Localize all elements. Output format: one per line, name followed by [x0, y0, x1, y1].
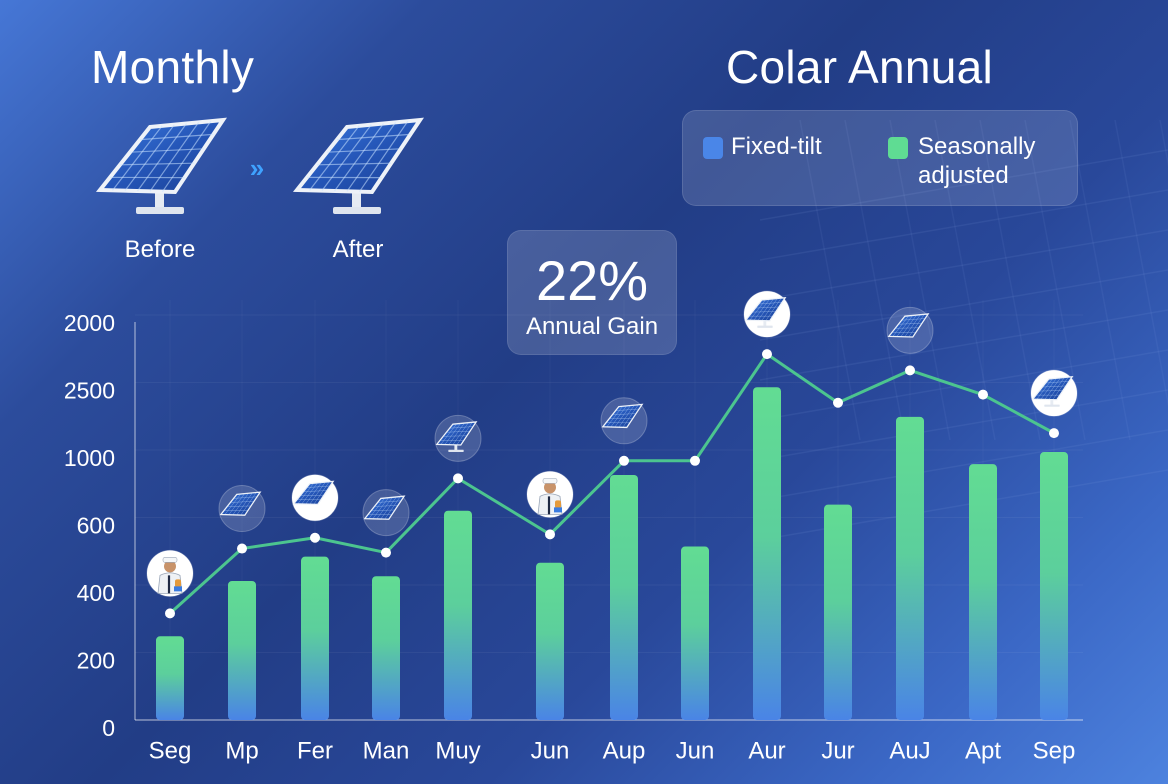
bar [301, 556, 329, 720]
data-point [165, 608, 175, 619]
annual-gain-card: 22% Annual Gain [507, 230, 677, 355]
annual-gain-value: 22% [535, 249, 649, 312]
data-point [310, 532, 320, 543]
chart-legend: Fixed-tilt Seasonally adjusted [682, 110, 1078, 206]
solar-panel-icon [886, 306, 934, 354]
solar-panel-stand-icon [434, 414, 482, 462]
x-tick-label: Fer [297, 738, 333, 765]
bar [969, 464, 997, 720]
bar [372, 576, 400, 720]
marker-panel-graphic [1031, 375, 1074, 407]
x-tick-label: AuJ [889, 738, 930, 765]
data-point [762, 349, 772, 360]
chart-gridlines [135, 314, 1083, 653]
bar [896, 416, 924, 720]
data-point [905, 365, 915, 376]
x-tick-label: Man [363, 738, 410, 765]
bar [681, 546, 709, 720]
bar-series-fixed-tilt [156, 387, 1068, 720]
marker-panel-graphic [292, 480, 335, 506]
data-point [545, 529, 555, 540]
legend-label-fixed-tilt: Fixed-tilt [731, 133, 822, 160]
marker-panel-graphic [219, 491, 262, 516]
y-tick-label: 600 [77, 513, 115, 539]
data-point [833, 397, 843, 408]
marker-panel-graphic [887, 313, 930, 338]
y-tick-label: 2500 [64, 378, 115, 404]
annual-gain-label: Annual Gain [525, 313, 659, 340]
bar [536, 562, 564, 720]
x-tick-label: Mp [225, 738, 258, 765]
bar [753, 387, 781, 720]
chart-title: Colar Annual [726, 41, 993, 93]
bar [824, 504, 852, 720]
x-tick-label: Seg [149, 738, 192, 765]
x-tick-label: Aup [603, 738, 646, 765]
before-solar-panel-icon [95, 117, 227, 214]
bar [156, 636, 184, 720]
marker-panel-graphic [435, 421, 478, 453]
x-tick-label: Muy [435, 738, 480, 765]
double-chevron-right-icon: » [249, 153, 265, 183]
chart-axes: 0 200 400 600 1000 2500 2000 Seg Mp Fer Man Muy Jun A… [64, 310, 1083, 765]
left-title: Monthly [91, 41, 255, 93]
after-label: After [332, 236, 384, 263]
marker-panel-graphic [744, 296, 787, 328]
legend-label-seasonally-adjusted: Seasonally [918, 133, 1036, 160]
solar-panel-stand-icon [1030, 369, 1078, 417]
x-tick-label: Sep [1033, 738, 1076, 765]
y-tick-label: 0 [102, 715, 115, 741]
legend-swatch-seasonally-adjusted [888, 137, 908, 159]
x-tick-label: Jun [676, 738, 715, 765]
technician-icon [526, 470, 574, 518]
background-panel-texture [759, 119, 1168, 541]
x-tick-label: Apt [965, 738, 1001, 765]
y-tick-label: 400 [77, 580, 115, 606]
marker-panel-graphic [363, 495, 406, 520]
solar-panel-icon [362, 489, 410, 537]
marker-panel-graphic [601, 403, 644, 429]
technician-icon [146, 549, 194, 597]
bar [228, 580, 256, 720]
y-tick-label: 1000 [64, 445, 115, 471]
before-after-panels [95, 117, 424, 214]
y-tick-label: 200 [77, 648, 115, 674]
x-tick-label: Jun [531, 738, 570, 765]
data-point [690, 455, 700, 466]
data-point [453, 473, 463, 484]
line-series-seasonally-adjusted [165, 349, 1059, 619]
bar [444, 510, 472, 720]
x-tick-label: Aur [748, 738, 785, 765]
data-point [619, 455, 629, 466]
x-tick-label: Jur [821, 738, 854, 765]
after-solar-panel-icon [292, 117, 424, 214]
solar-panel-icon [218, 485, 266, 533]
solar-panel-icon [291, 474, 339, 522]
data-point [978, 389, 988, 400]
legend-swatch-fixed-tilt [703, 137, 723, 159]
data-point [1049, 428, 1059, 439]
solar-panel-stand-icon [743, 290, 791, 338]
data-point [237, 543, 247, 554]
bar [1040, 452, 1068, 720]
legend-label-seasonally-adjusted-line2: adjusted [918, 162, 1009, 189]
y-tick-label: 2000 [64, 310, 115, 336]
solar-panel-icon [600, 397, 648, 445]
before-label: Before [124, 236, 196, 263]
bar [610, 474, 638, 720]
marker-icons [146, 290, 1078, 597]
data-point [381, 547, 391, 558]
